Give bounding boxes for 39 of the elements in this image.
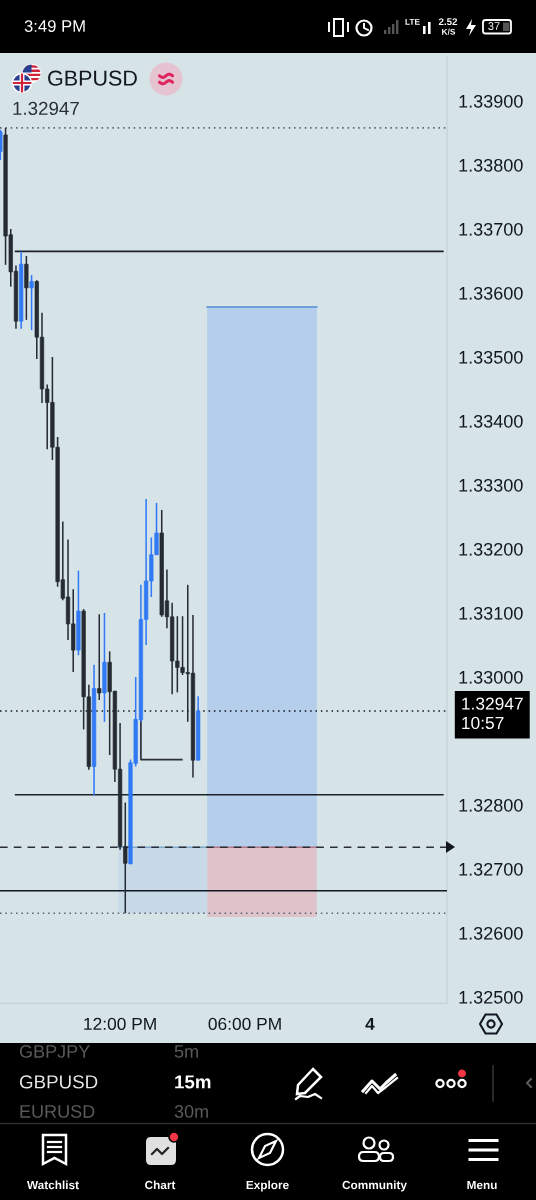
text: Menu xyxy=(467,1180,497,1190)
text: Watchlist xyxy=(27,1180,79,1190)
text: GBPUSD xyxy=(48,70,137,86)
y-tick-label: 1.33900 xyxy=(459,94,523,108)
y-tick-label: 1.32600 xyxy=(459,926,523,940)
text: 3:49 PM xyxy=(24,20,85,32)
text: EURUSD xyxy=(20,1105,95,1118)
text: LTE xyxy=(405,18,420,25)
y-tick-label: 1.33600 xyxy=(459,286,523,300)
text: 1.32947 xyxy=(13,101,79,116)
y-tick-label: 1.33400 xyxy=(459,414,523,428)
text: Explore xyxy=(246,1180,289,1192)
y-tick-label: 1.33800 xyxy=(459,158,523,172)
text: 5m xyxy=(174,1045,198,1058)
text: 30m xyxy=(174,1105,208,1118)
y-tick-label: 1.33700 xyxy=(459,222,523,236)
y-tick-label: 1.33300 xyxy=(459,478,523,492)
y-tick-label: 1.32500 xyxy=(459,990,523,1004)
text: GBPJPY xyxy=(19,1045,90,1058)
text: K/S xyxy=(442,28,456,35)
text: GBPUSD xyxy=(19,1075,98,1089)
text: 15m xyxy=(175,1075,211,1089)
text: Community xyxy=(342,1180,407,1192)
x-tick-label: 12:00 PM xyxy=(84,1017,156,1031)
y-tick-label: 1.32800 xyxy=(459,798,523,812)
ref-line-label: 1.32947 10:57 xyxy=(462,697,523,730)
text: 37 xyxy=(488,22,500,30)
x-tick-label: 06:00 PM xyxy=(208,1017,281,1031)
y-tick-label: 1.33200 xyxy=(459,542,523,556)
text: 2.52 xyxy=(438,18,458,26)
y-tick-label: 1.32700 xyxy=(459,862,523,876)
candlestick xyxy=(24,255,29,321)
candlestick xyxy=(29,274,34,331)
x-tick-label: 4 xyxy=(365,1017,375,1030)
y-tick-label: 1.33500 xyxy=(459,350,523,364)
text: Chart xyxy=(145,1180,176,1190)
y-tick-label: 1.33000 xyxy=(459,670,523,684)
candlestick xyxy=(97,613,102,701)
y-tick-label: 1.33100 xyxy=(459,606,523,620)
